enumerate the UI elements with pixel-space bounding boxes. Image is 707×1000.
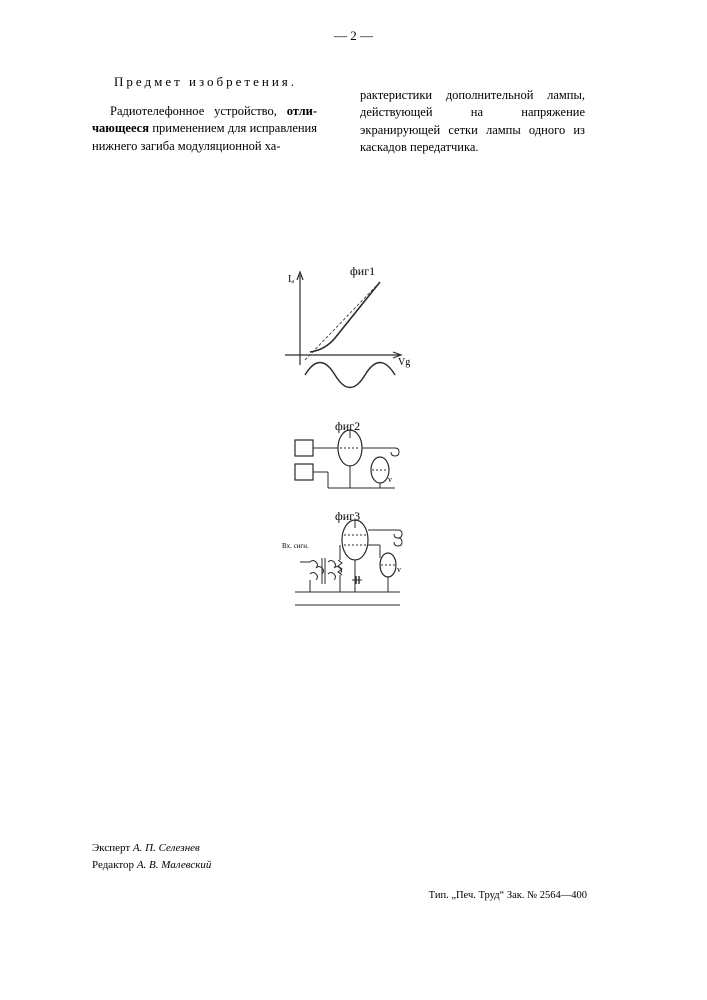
svg-text:v: v <box>397 565 401 574</box>
column-left: Радиотелефонное устройство, отли­чающеес… <box>92 90 317 168</box>
editor-name: А. В. Малевский <box>137 859 212 871</box>
expert-name: А. П. Селезнев <box>133 842 200 854</box>
column-right: рактеристики дополнительной лампы, дейст… <box>360 74 585 169</box>
credits: Эксперт А. П. Селезнев Редактор А. В. Ма… <box>92 840 211 873</box>
fig3-bias-label: Вх. сигн. <box>282 542 309 550</box>
section-heading: Предмет изобретения. <box>114 74 297 90</box>
figure-1: фиг1 Iₐ Vg <box>285 264 410 388</box>
imprint: Тип. „Печ. Труд“ Зак. № 2564—400 <box>429 890 587 901</box>
page-number: — 2 — <box>0 28 707 44</box>
editor-label: Редактор <box>92 859 134 871</box>
figures-svg: фиг1 Iₐ Vg фиг2 <box>280 260 430 640</box>
fig1-label: фиг1 <box>350 264 375 278</box>
fig1-y-label: Iₐ <box>288 274 294 285</box>
fig3-label: фиг3 <box>335 509 360 523</box>
expert-line: Эксперт А. П. Селезнев <box>92 840 211 857</box>
svg-text:v: v <box>388 475 392 484</box>
paragraph-right: рактеристики дополнительной лампы, дейст… <box>360 87 585 157</box>
editor-line: Редактор А. В. Малевский <box>92 857 211 874</box>
bold-word: отли­чающееся <box>92 104 317 136</box>
figure-3: фиг3 Вх. сигн. v <box>282 509 402 605</box>
paragraph-left: Радиотелефонное устройство, отли­чающеес… <box>92 103 317 156</box>
expert-label: Эксперт <box>92 842 130 854</box>
figures-block: фиг1 Iₐ Vg фиг2 <box>280 260 430 645</box>
figure-2: фиг2 v <box>295 419 399 488</box>
fig1-x-label: Vg <box>398 357 410 368</box>
